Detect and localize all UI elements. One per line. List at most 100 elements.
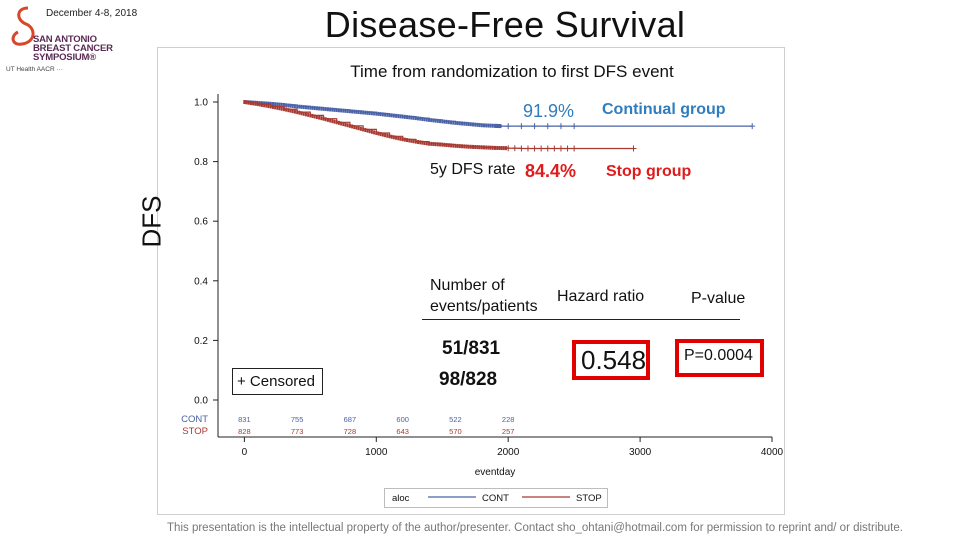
event-mark-stop [375, 130, 378, 135]
event-mark-cont [362, 110, 365, 115]
legend-box [384, 488, 608, 508]
event-mark-cont [397, 114, 400, 119]
event-mark-stop [485, 145, 488, 150]
event-mark-stop [267, 104, 270, 109]
event-mark-cont [390, 113, 393, 118]
risk-count: 600 [396, 415, 409, 424]
event-mark-stop [491, 145, 494, 150]
event-mark-stop [353, 125, 356, 130]
stop-rate: 84.4% [525, 161, 577, 181]
event-mark-stop [320, 116, 323, 121]
event-mark-stop [254, 101, 257, 106]
event-mark-stop [271, 104, 274, 109]
event-mark-cont [329, 107, 332, 112]
event-mark-cont [410, 115, 413, 120]
event-mark-cont [285, 103, 288, 108]
event-mark-cont [326, 107, 329, 112]
plot-frame [157, 47, 785, 515]
event-mark-stop [467, 144, 470, 149]
p-value: P=0.0004 [684, 347, 753, 364]
logo-line-3: SYMPOSIUM® [33, 52, 97, 63]
event-mark-stop [265, 103, 268, 108]
curves [243, 100, 756, 152]
event-mark-stop [368, 129, 371, 134]
censor-mark-stop [551, 145, 558, 152]
y-tick-label: 0.4 [194, 276, 208, 287]
risk-table: CONT 831 755 687 600 522 228 STOP 828 773 728 643 57… [181, 414, 514, 437]
event-mark-cont [315, 106, 318, 111]
event-mark-stop [489, 145, 492, 150]
legend-title: aloc [392, 493, 410, 504]
event-mark-cont [425, 117, 428, 122]
censor-mark-cont [749, 123, 756, 130]
event-mark-cont [467, 122, 470, 127]
risk-count: 643 [396, 427, 409, 436]
event-mark-cont [458, 121, 461, 126]
censor-mark-stop [557, 145, 564, 152]
event-mark-stop [351, 124, 354, 129]
event-mark-stop [441, 142, 444, 147]
event-mark-stop [419, 140, 422, 145]
event-mark-stop [439, 142, 442, 147]
censor-mark-stop [505, 145, 512, 152]
event-mark-cont [497, 123, 500, 128]
event-mark-stop [370, 129, 373, 134]
event-mark-stop [379, 132, 382, 137]
event-mark-stop [502, 146, 505, 151]
event-mark-stop [282, 107, 285, 112]
y-tick-label: 0.8 [194, 157, 208, 168]
event-mark-cont [276, 102, 279, 107]
risk-label-stop: STOP [182, 426, 208, 437]
event-mark-cont [265, 101, 268, 106]
event-mark-cont [430, 118, 433, 123]
event-mark-cont [293, 104, 296, 109]
hr-header: Hazard ratio [557, 288, 645, 305]
censor-mark-stop [518, 145, 525, 152]
event-mark-stop [483, 145, 486, 150]
event-mark-cont [487, 123, 490, 128]
event-mark-cont [318, 106, 321, 111]
event-mark-cont [287, 103, 290, 108]
event-mark-stop [465, 144, 468, 149]
event-mark-stop [364, 128, 367, 133]
logo-line-1: SAN ANTONIO [33, 34, 97, 45]
chart-title: Time from randomization to first DFS eve… [350, 62, 674, 81]
event-mark-stop [388, 134, 391, 139]
event-mark-stop [450, 143, 453, 148]
event-mark-stop [425, 141, 428, 146]
risk-count: 522 [449, 415, 462, 424]
hazard-ratio-highlight [572, 340, 650, 380]
legend-label-stop: STOP [576, 493, 602, 504]
logo-text: SAN ANTONIO BREAST CANCER SYMPOSIUM® [33, 34, 113, 63]
risk-count: 687 [344, 415, 357, 424]
event-mark-stop [289, 108, 292, 113]
event-mark-stop [326, 117, 329, 122]
p-header: P-value [691, 290, 746, 307]
cont-group-label: Continual group [602, 101, 726, 118]
risk-count: 828 [238, 427, 251, 436]
event-mark-stop [478, 145, 481, 150]
censored-legend-label: + Censored [237, 373, 315, 390]
event-mark-cont [465, 121, 468, 126]
y-tick-label: 0.6 [194, 217, 208, 228]
censor-mark-cont [571, 123, 578, 130]
event-mark-cont [368, 111, 371, 116]
censor-mark-stop [524, 145, 531, 152]
event-mark-cont [348, 109, 351, 114]
event-mark-cont [419, 116, 422, 121]
event-mark-cont [423, 117, 426, 122]
axes: 0.0 0.2 0.4 0.6 0.8 1.0 0 1000 2000 3000 4000 event… [194, 94, 784, 478]
event-mark-cont [274, 102, 277, 107]
event-mark-stop [287, 108, 290, 113]
x-tick-label: 2000 [497, 447, 520, 458]
event-mark-stop [432, 142, 435, 147]
event-mark-cont [333, 107, 336, 112]
event-mark-cont [456, 121, 459, 126]
risk-count: 228 [502, 415, 515, 424]
event-mark-cont [353, 109, 356, 114]
censor-mark-cont [544, 123, 551, 130]
event-mark-stop [313, 114, 316, 119]
event-mark-cont [412, 115, 415, 120]
event-mark-stop [476, 145, 479, 150]
